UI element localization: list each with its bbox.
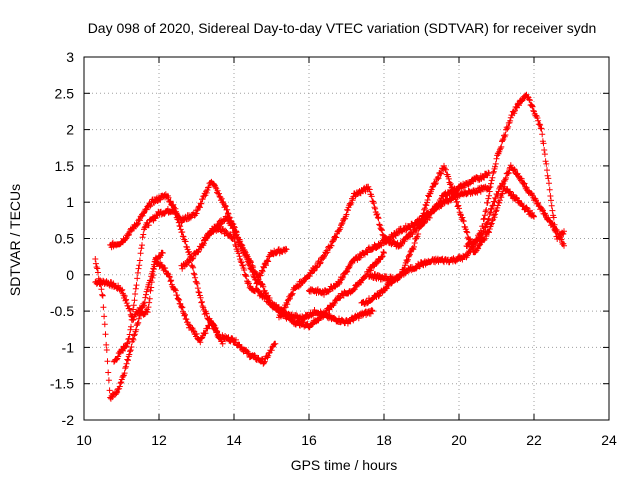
series-markers	[463, 162, 567, 250]
chart-title: Day 098 of 2020, Sidereal Day-to-day VTE…	[88, 20, 597, 36]
series-markers	[111, 206, 279, 367]
data-points	[92, 91, 567, 402]
y-tick-label: 0	[66, 267, 74, 283]
y-tick-label: -0.5	[50, 303, 74, 319]
y-tick-label: 0.5	[55, 231, 75, 247]
series-satellite-track-c	[111, 206, 279, 367]
x-tick-label: 24	[601, 432, 617, 448]
y-tick-label: -1.5	[50, 376, 74, 392]
x-tick-label: 10	[76, 432, 92, 448]
series-satellite-track-h	[306, 183, 492, 298]
series-satellite-track-i	[366, 162, 537, 284]
y-axis-title: SDTVAR / TECUs	[7, 184, 23, 296]
y-tick-label: 3	[66, 49, 74, 65]
y-tick-label: 2	[66, 122, 74, 138]
y-tick-label: -2	[62, 412, 75, 428]
series-satellite-track-d	[107, 178, 290, 287]
grid-lines	[84, 57, 609, 420]
x-axis-title: GPS time / hours	[291, 457, 398, 473]
plot-frame	[83, 56, 610, 421]
y-tick-label: -1	[62, 339, 75, 355]
series-satellite-track-k	[463, 162, 567, 250]
series-satellite-track-b	[92, 249, 166, 402]
x-tick-label: 12	[151, 432, 167, 448]
series-markers	[92, 249, 166, 402]
y-tick-label: 1	[66, 194, 74, 210]
x-tick-label: 16	[301, 432, 317, 448]
x-tick-label: 18	[376, 432, 392, 448]
series-markers	[306, 183, 492, 298]
x-tick-label: 22	[526, 432, 542, 448]
x-tick-labels: 10 12 14 16 18 20 22 24	[76, 432, 617, 448]
y-tick-labels: -2 -1.5 -1 -0.5 0 0.5 1 1.5 2 2.5 3	[50, 49, 74, 428]
x-tick-label: 14	[226, 432, 242, 448]
series-markers	[366, 162, 537, 284]
axis-ticks	[83, 56, 610, 421]
y-tick-label: 2.5	[55, 85, 75, 101]
x-tick-label: 20	[451, 432, 467, 448]
series-markers	[107, 178, 290, 287]
y-tick-label: 1.5	[55, 158, 75, 174]
